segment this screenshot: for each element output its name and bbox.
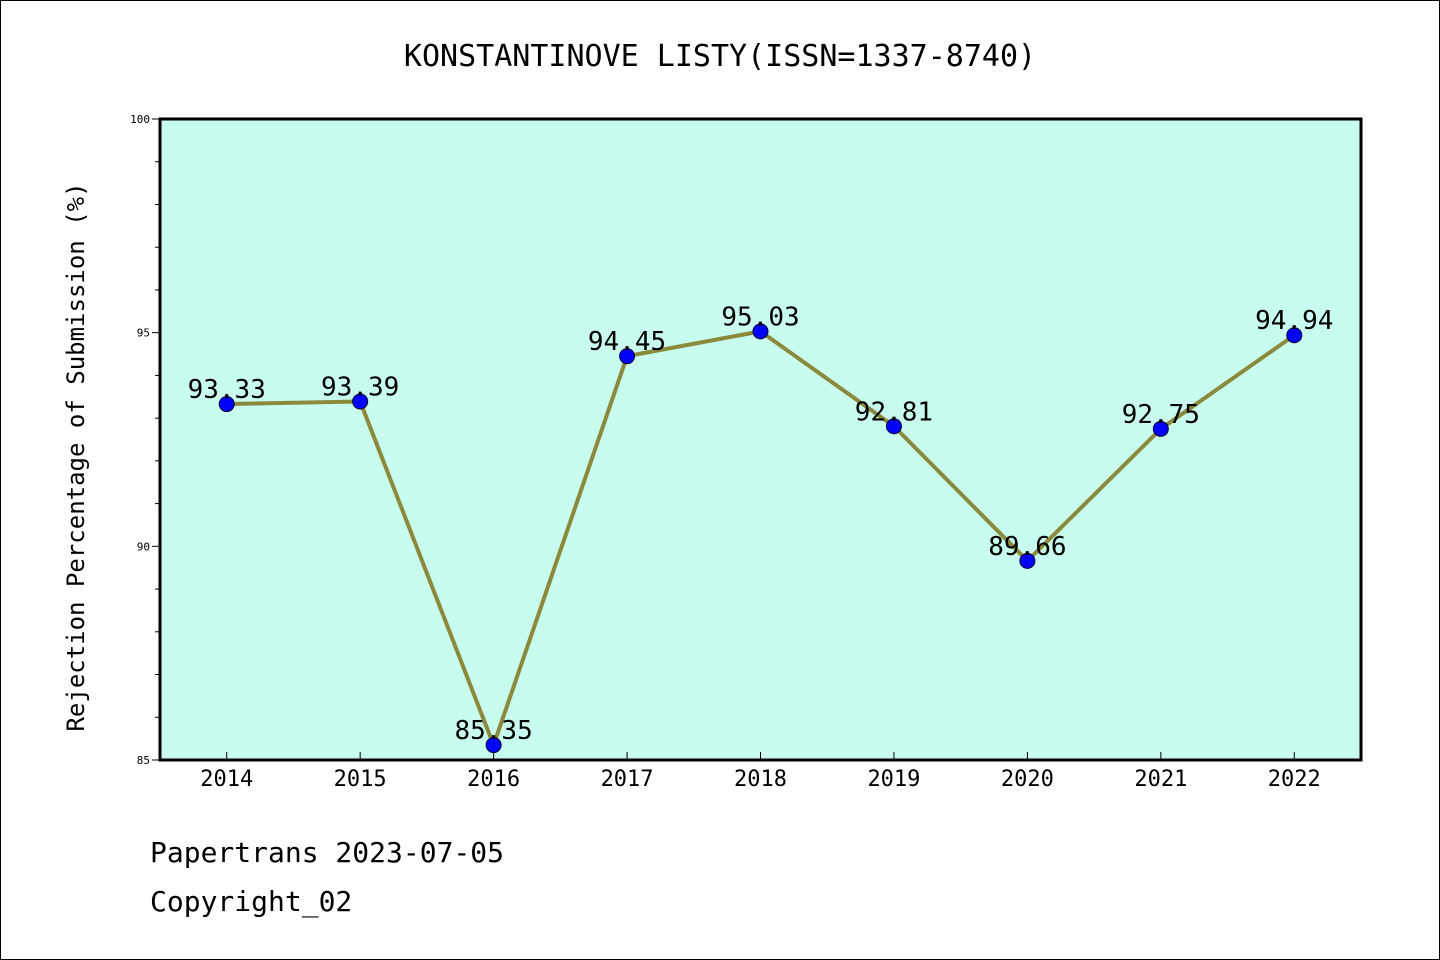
x-tick-label: 2018 (734, 767, 787, 792)
y-tick-label: 95 (137, 327, 150, 340)
x-tick-label: 2022 (1268, 767, 1321, 792)
y-tick-label: 100 (130, 113, 150, 126)
data-point (352, 393, 369, 410)
x-tick-label: 2014 (200, 767, 253, 792)
x-tick-label: 2016 (467, 767, 520, 792)
data-point (485, 737, 502, 754)
x-tick-label: 2019 (867, 767, 920, 792)
data-label: 92.81 (855, 397, 933, 427)
x-axis: 2014 2015 2016 2017 2018 2019 2020 2021 2022 (200, 752, 1321, 792)
x-tick-label: 2020 (1001, 767, 1054, 792)
x-tick-label: 2021 (1134, 767, 1187, 792)
data-point (1152, 420, 1169, 437)
x-tick-label: 2017 (601, 767, 654, 792)
data-label: 95.03 (721, 302, 799, 332)
y-axis-label: Rejection Percentage of Submission (%) (62, 182, 90, 731)
plot-area (158, 117, 1363, 762)
data-label: 92.75 (1122, 400, 1200, 430)
data-point (619, 348, 636, 365)
x-tick-label: 2015 (334, 767, 387, 792)
data-markers (218, 323, 1303, 754)
data-point (218, 396, 235, 413)
y-tick-label: 85 (137, 754, 150, 767)
data-label: 94.94 (1255, 306, 1333, 336)
data-label: 93.33 (188, 375, 266, 405)
data-point (1019, 552, 1036, 569)
chart-title: KONSTANTINOVE LISTY(ISSN=1337-8740) (404, 39, 1036, 74)
data-label: 85.35 (454, 716, 532, 746)
footer-source-date: Papertrans 2023-07-05 (150, 836, 505, 869)
y-tick-label: 90 (137, 540, 150, 553)
data-label: 93.39 (321, 372, 399, 402)
data-labels: 93.33 93.39 85.35 94.45 95.03 92.81 89.66 92.75… (188, 302, 1334, 746)
data-label: 89.66 (988, 532, 1066, 562)
y-axis: 85 90 95 100 (130, 113, 160, 767)
data-point (1286, 327, 1303, 344)
data-point (752, 323, 769, 340)
footer-copyright: Copyright_02 (150, 885, 353, 918)
data-label: 94.45 (588, 327, 666, 357)
data-point (885, 418, 902, 435)
